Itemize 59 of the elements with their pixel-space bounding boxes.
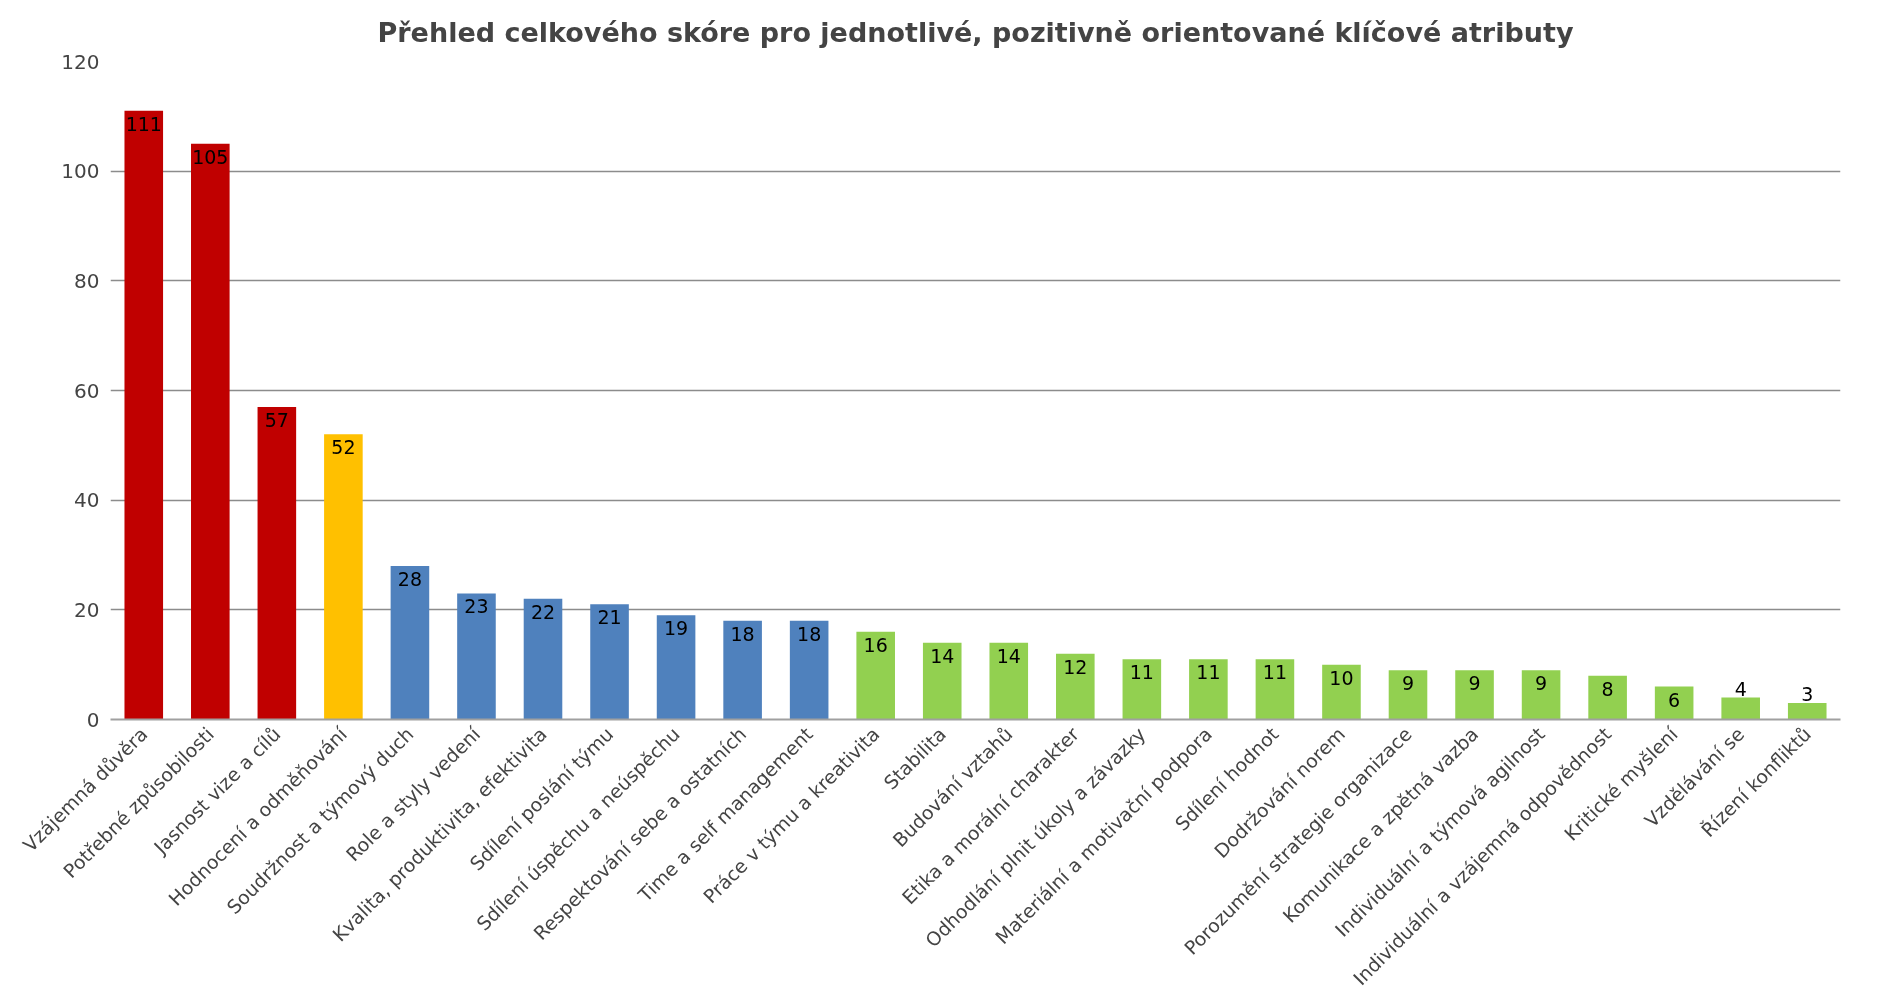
bar bbox=[523, 598, 563, 720]
bar bbox=[1588, 675, 1627, 720]
data-label: 6 bbox=[1668, 688, 1681, 711]
data-label: 11 bbox=[1129, 661, 1154, 684]
data-label: 21 bbox=[597, 606, 622, 629]
data-label: 8 bbox=[1601, 677, 1614, 700]
y-tick-label: 60 bbox=[74, 378, 100, 403]
data-label: 9 bbox=[1535, 672, 1548, 695]
data-label: 14 bbox=[996, 644, 1021, 667]
data-label: 12 bbox=[1063, 655, 1088, 678]
data-label: 23 bbox=[464, 595, 489, 618]
data-label: 11 bbox=[1196, 661, 1221, 684]
data-label: 11 bbox=[1262, 661, 1288, 684]
data-label: 28 bbox=[397, 567, 423, 590]
data-label: 18 bbox=[797, 622, 822, 645]
bar bbox=[457, 593, 496, 720]
bar bbox=[789, 620, 829, 720]
y-tick-label: 120 bbox=[61, 49, 100, 74]
bar bbox=[590, 604, 629, 720]
data-label: 3 bbox=[1801, 683, 1814, 706]
data-label: 16 bbox=[863, 633, 888, 656]
bar bbox=[1056, 653, 1095, 720]
data-label: 14 bbox=[930, 644, 955, 667]
data-label: 9 bbox=[1468, 672, 1481, 695]
y-tick-label: 40 bbox=[74, 488, 100, 513]
bar bbox=[1721, 697, 1760, 720]
bar bbox=[922, 642, 962, 720]
bar bbox=[191, 143, 230, 720]
data-label: 22 bbox=[530, 600, 556, 623]
data-label: 57 bbox=[264, 408, 289, 431]
y-tick-label: 80 bbox=[74, 268, 100, 293]
bar bbox=[1787, 703, 1827, 720]
bar bbox=[1255, 659, 1295, 720]
bar bbox=[856, 631, 895, 720]
data-label: 18 bbox=[730, 622, 755, 645]
bar bbox=[656, 615, 696, 720]
bar bbox=[1189, 659, 1228, 720]
bar bbox=[324, 434, 363, 720]
bar bbox=[390, 565, 430, 720]
bar bbox=[989, 642, 1029, 720]
y-tick-label: 100 bbox=[61, 159, 100, 184]
bar bbox=[723, 620, 762, 720]
data-label: 4 bbox=[1734, 677, 1747, 700]
bar bbox=[1521, 670, 1561, 720]
bar bbox=[1455, 670, 1494, 720]
data-label: 9 bbox=[1401, 672, 1415, 695]
data-label: 105 bbox=[192, 145, 229, 168]
y-tick-label: 20 bbox=[74, 597, 100, 622]
bar bbox=[257, 406, 297, 720]
data-label: 52 bbox=[331, 436, 356, 459]
data-label: 10 bbox=[1329, 666, 1354, 689]
data-label: 111 bbox=[125, 112, 162, 135]
bar bbox=[124, 110, 164, 720]
y-tick-label: 0 bbox=[86, 707, 100, 732]
bar bbox=[1388, 670, 1428, 720]
bar bbox=[1122, 659, 1162, 720]
bar bbox=[1322, 664, 1361, 720]
chart-title: Přehled celkového skóre pro jednotlivé, pozitivně orientované klíčové atributy bbox=[377, 16, 1574, 48]
data-label: 19 bbox=[663, 617, 689, 640]
